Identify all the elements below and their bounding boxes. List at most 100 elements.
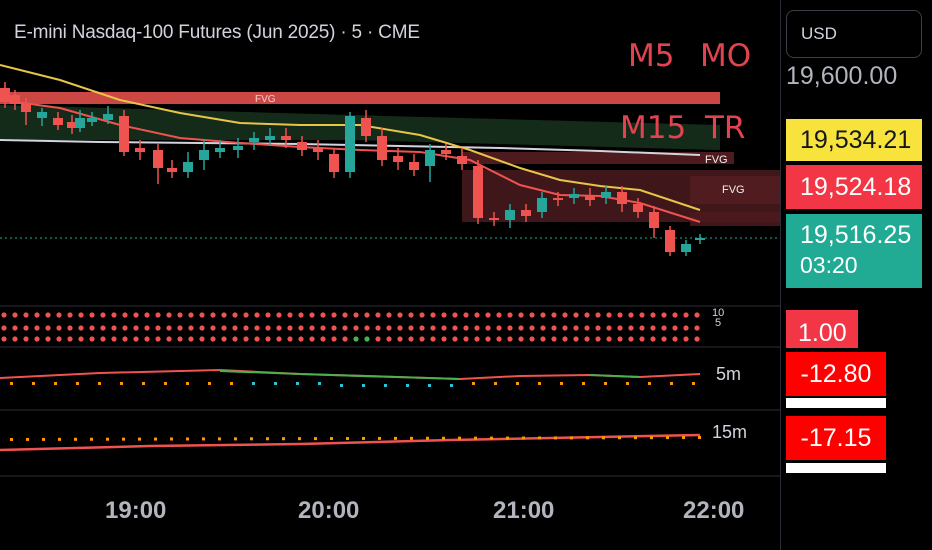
signal-dot bbox=[452, 312, 458, 318]
signal-dot bbox=[144, 312, 150, 318]
osc-5m-dot bbox=[186, 382, 189, 385]
signal-dot bbox=[287, 325, 293, 331]
signal-dot bbox=[485, 312, 491, 318]
candle-body bbox=[473, 166, 483, 218]
symbol-title[interactable]: E-mini Nasdaq-100 Futures (Jun 2025) · 5… bbox=[14, 22, 420, 43]
osc-15m-dot bbox=[234, 437, 237, 441]
osc-5m-dot bbox=[54, 382, 57, 385]
signal-dot bbox=[221, 312, 227, 318]
signal-dot bbox=[298, 312, 304, 318]
signal-dot bbox=[441, 312, 447, 318]
candle-body bbox=[393, 156, 403, 162]
signal-dot bbox=[408, 325, 414, 331]
signal-dot bbox=[540, 336, 546, 342]
candle-body bbox=[505, 210, 515, 220]
signal-dot bbox=[67, 336, 73, 342]
signal-dot bbox=[1, 336, 7, 342]
osc-15m-secondary-label bbox=[786, 463, 886, 473]
signal-dot bbox=[298, 325, 304, 331]
candle-body bbox=[53, 118, 63, 125]
signal-dot bbox=[617, 325, 623, 331]
signal-dot bbox=[188, 312, 194, 318]
osc-15m-dot bbox=[522, 436, 525, 440]
osc-15m-dot bbox=[298, 437, 301, 441]
osc-15m-dot bbox=[442, 436, 445, 440]
signal-dot bbox=[265, 325, 271, 331]
signal-dot bbox=[364, 336, 370, 342]
signal-dot bbox=[331, 325, 337, 331]
signal-dot bbox=[111, 336, 117, 342]
osc-15m-dots bbox=[10, 436, 701, 441]
candle-body bbox=[313, 148, 323, 152]
currency-button[interactable]: USD bbox=[786, 10, 922, 58]
candle-body bbox=[103, 114, 113, 120]
signal-dot bbox=[23, 336, 29, 342]
osc-5m-dot bbox=[450, 384, 453, 387]
last-price-value: 19,516.25 bbox=[800, 221, 912, 249]
dot-pane-label-b: 5 bbox=[715, 317, 722, 329]
signal-dot bbox=[144, 325, 150, 331]
signal-dot bbox=[122, 325, 128, 331]
candle-body bbox=[537, 198, 547, 212]
osc-15m-dot bbox=[698, 436, 701, 440]
signal-dot bbox=[122, 336, 128, 342]
signal-dot bbox=[56, 336, 62, 342]
signal-dot bbox=[287, 312, 293, 318]
time-axis-tick: 22:00 bbox=[683, 497, 745, 524]
candle-body bbox=[87, 118, 97, 122]
signal-dot bbox=[672, 312, 678, 318]
signal-dot bbox=[309, 336, 315, 342]
signal-dot bbox=[474, 325, 480, 331]
signal-dot bbox=[386, 312, 392, 318]
signal-dot bbox=[617, 312, 623, 318]
fvg-zone-mid bbox=[462, 152, 734, 164]
osc-5m-dot bbox=[10, 382, 13, 385]
signal-dot bbox=[419, 325, 425, 331]
signal-dot bbox=[408, 336, 414, 342]
signal-dot bbox=[155, 336, 161, 342]
signal-dot bbox=[199, 325, 205, 331]
price-chart-canvas[interactable]: FVG FVG FVG bbox=[0, 0, 780, 550]
signal-dot bbox=[342, 325, 348, 331]
signal-dot bbox=[232, 325, 238, 331]
signal-dot bbox=[573, 312, 579, 318]
osc-15m-dot bbox=[154, 437, 157, 441]
osc-15m-dot bbox=[410, 436, 413, 440]
signal-dot bbox=[100, 336, 106, 342]
signal-dot bbox=[177, 312, 183, 318]
tag-m15: M15 bbox=[620, 110, 687, 146]
yellow-ma-price-label: 19,534.21 bbox=[786, 119, 922, 161]
osc-5m-dot bbox=[208, 382, 211, 385]
signal-dot bbox=[650, 336, 656, 342]
osc-5m-dot bbox=[340, 384, 343, 387]
signal-dot bbox=[551, 336, 557, 342]
osc-15m-dot bbox=[346, 437, 349, 441]
signal-dot bbox=[441, 336, 447, 342]
osc-15m-dot bbox=[602, 436, 605, 440]
signal-dot bbox=[265, 336, 271, 342]
osc-5m-dot bbox=[318, 382, 321, 385]
signal-dot bbox=[694, 325, 700, 331]
candle-body bbox=[10, 95, 20, 104]
signal-dot bbox=[210, 336, 216, 342]
osc-5m-dots bbox=[10, 382, 695, 387]
fvg-label: FVG bbox=[255, 94, 276, 105]
osc-5m-dot bbox=[648, 382, 651, 385]
candle-body bbox=[425, 150, 435, 166]
signal-dot bbox=[518, 336, 524, 342]
signal-dot bbox=[573, 336, 579, 342]
signal-dot bbox=[210, 312, 216, 318]
signal-dot bbox=[485, 325, 491, 331]
osc-15m-dot bbox=[458, 436, 461, 440]
signal-dot bbox=[452, 336, 458, 342]
signal-dot bbox=[100, 312, 106, 318]
osc-5m-dot bbox=[76, 382, 79, 385]
signal-dot bbox=[628, 336, 634, 342]
signal-dot bbox=[353, 312, 359, 318]
candle-body bbox=[377, 136, 387, 160]
signal-dot bbox=[276, 336, 282, 342]
signal-dot bbox=[430, 325, 436, 331]
signal-dot bbox=[276, 312, 282, 318]
candle-body bbox=[585, 196, 595, 200]
signal-dot bbox=[562, 312, 568, 318]
